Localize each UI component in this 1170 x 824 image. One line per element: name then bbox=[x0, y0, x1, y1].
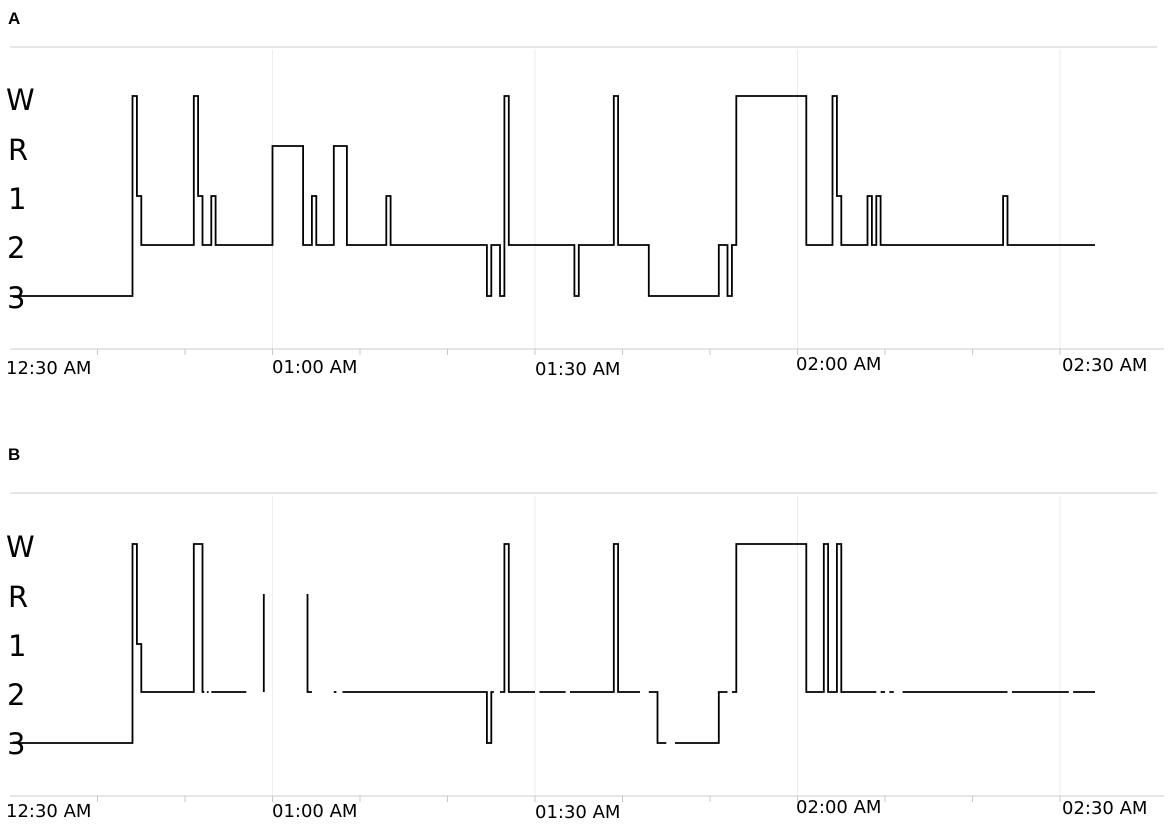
y-label-w: W bbox=[6, 530, 35, 564]
y-label-w: W bbox=[6, 83, 35, 117]
panel-label-a: A bbox=[8, 9, 20, 28]
hypnogram-trace-segment bbox=[675, 691, 728, 744]
x-tick-label-1230: 12:30 AM bbox=[6, 358, 91, 379]
panel-label-b: B bbox=[8, 445, 20, 464]
sleep-stage-trace bbox=[10, 95, 1095, 297]
y-state-labels: W R 1 2 3 bbox=[6, 530, 35, 761]
x-tick-labels: 12:30 AM 01:00 AM 01:30 AM 02:00 AM 02:3… bbox=[6, 354, 1147, 380]
x-tick-label-0230: 02:30 AM bbox=[1062, 355, 1147, 376]
x-tick-label-0200: 02:00 AM bbox=[796, 797, 881, 818]
hypnogram-trace-segment bbox=[500, 543, 535, 693]
y-label-r: R bbox=[8, 580, 28, 614]
hypnogram-trace-segment bbox=[10, 95, 1095, 297]
x-tick-label-0100: 01:00 AM bbox=[272, 801, 357, 822]
hypnogram-panel-b: B W R 1 2 3 12:30 AM 01:00 AM 01:30 AM 0… bbox=[6, 445, 1164, 823]
grid-lines bbox=[272, 496, 1061, 796]
y-label-2: 2 bbox=[7, 678, 25, 712]
hypnogram-trace-segment bbox=[342, 691, 494, 744]
hypnogram-trace-segment bbox=[731, 543, 877, 693]
y-label-1: 1 bbox=[8, 629, 26, 663]
x-tick-label-0100: 01:00 AM bbox=[272, 357, 357, 378]
x-tick-label-0200: 02:00 AM bbox=[796, 354, 881, 375]
y-label-2: 2 bbox=[7, 231, 25, 265]
x-tick-label-0230: 02:30 AM bbox=[1062, 798, 1147, 819]
y-label-3: 3 bbox=[7, 281, 25, 315]
y-state-labels: W R 1 2 3 bbox=[6, 83, 35, 315]
x-tick-marks bbox=[97, 796, 1061, 802]
x-tick-label-0130: 01:30 AM bbox=[535, 802, 620, 823]
sleep-stage-trace bbox=[10, 543, 1095, 744]
y-label-r: R bbox=[8, 133, 28, 167]
hypnogram-panel-a: A W R 1 2 3 12:30 AM 01:00 AM 01:30 AM 0… bbox=[6, 9, 1164, 380]
hypnogram-trace-segment bbox=[10, 543, 205, 744]
x-tick-marks bbox=[97, 349, 1061, 355]
y-label-3: 3 bbox=[7, 727, 25, 761]
x-tick-label-1230: 12:30 AM bbox=[6, 801, 91, 822]
hypnogram-trace-segment bbox=[306, 594, 312, 693]
x-tick-label-0130: 01:30 AM bbox=[535, 359, 620, 380]
hypnogram-trace-segment bbox=[648, 691, 667, 744]
hypnogram-trace-segment bbox=[570, 543, 640, 693]
y-label-1: 1 bbox=[8, 182, 26, 216]
x-tick-labels: 12:30 AM 01:00 AM 01:30 AM 02:00 AM 02:3… bbox=[6, 797, 1147, 823]
